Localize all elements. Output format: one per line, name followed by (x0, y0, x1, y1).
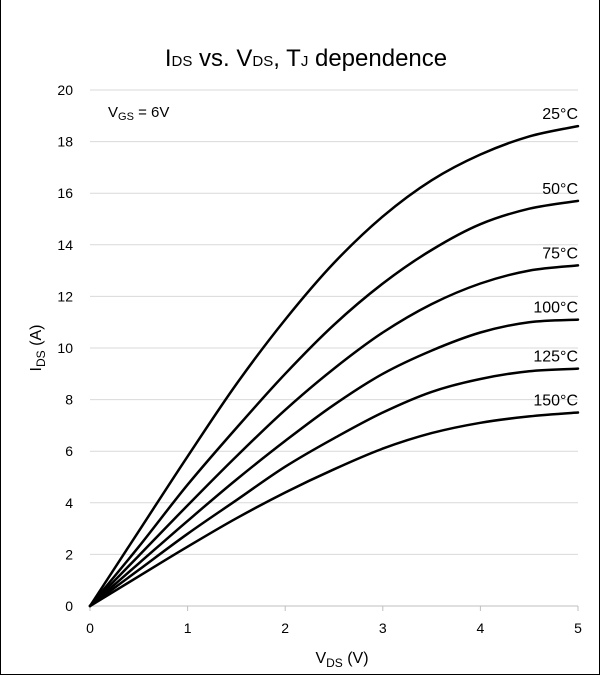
series-label-75: 75°C (542, 245, 578, 262)
chart-title: IDS vs. VDS, TJ dependence (165, 45, 447, 72)
x-tick-label: 2 (281, 620, 289, 636)
series-line-25 (88, 124, 580, 608)
series-label-125: 125°C (533, 349, 578, 366)
x-tick-label: 1 (184, 620, 192, 636)
vgs-annotation: VGS = 6V (108, 104, 169, 123)
gridlines (89, 89, 579, 611)
series-label-50: 50°C (542, 181, 578, 198)
series-line-125 (88, 367, 580, 608)
y-tick-label: 0 (65, 598, 73, 614)
y-tick-label: 14 (57, 237, 73, 253)
y-tick-labels: 0 2 4 6 8 10 12 14 16 18 20 (57, 82, 73, 614)
x-axis-title: VDS (V) (315, 650, 368, 670)
y-tick-label: 20 (57, 82, 73, 98)
series-labels: 25°C 50°C 75°C 100°C 125°C 150°C (533, 106, 578, 409)
y-tick-label: 4 (65, 495, 73, 511)
y-axis-title: IDS (A) (28, 325, 48, 372)
series-line-100 (88, 318, 580, 608)
x-tick-label: 3 (379, 620, 387, 636)
series-label-150: 150°C (533, 393, 578, 410)
x-tick-label: 5 (574, 620, 582, 636)
series-label-100: 100°C (533, 300, 578, 317)
curves (88, 124, 580, 608)
x-tick-label: 0 (86, 620, 94, 636)
y-tick-label: 8 (65, 392, 73, 408)
y-tick-label: 10 (57, 340, 73, 356)
y-tick-label: 2 (65, 546, 73, 562)
series-line-150 (88, 411, 580, 608)
y-tick-label: 16 (57, 185, 73, 201)
series-line-50 (88, 199, 580, 608)
series-label-25: 25°C (542, 106, 578, 123)
y-tick-label: 6 (65, 443, 73, 459)
x-tick-labels: 0 1 2 3 4 5 (86, 620, 582, 636)
series-line-75 (88, 264, 580, 608)
y-tick-label: 12 (57, 288, 73, 304)
y-tick-label: 18 (57, 134, 73, 150)
x-tick-label: 4 (477, 620, 485, 636)
